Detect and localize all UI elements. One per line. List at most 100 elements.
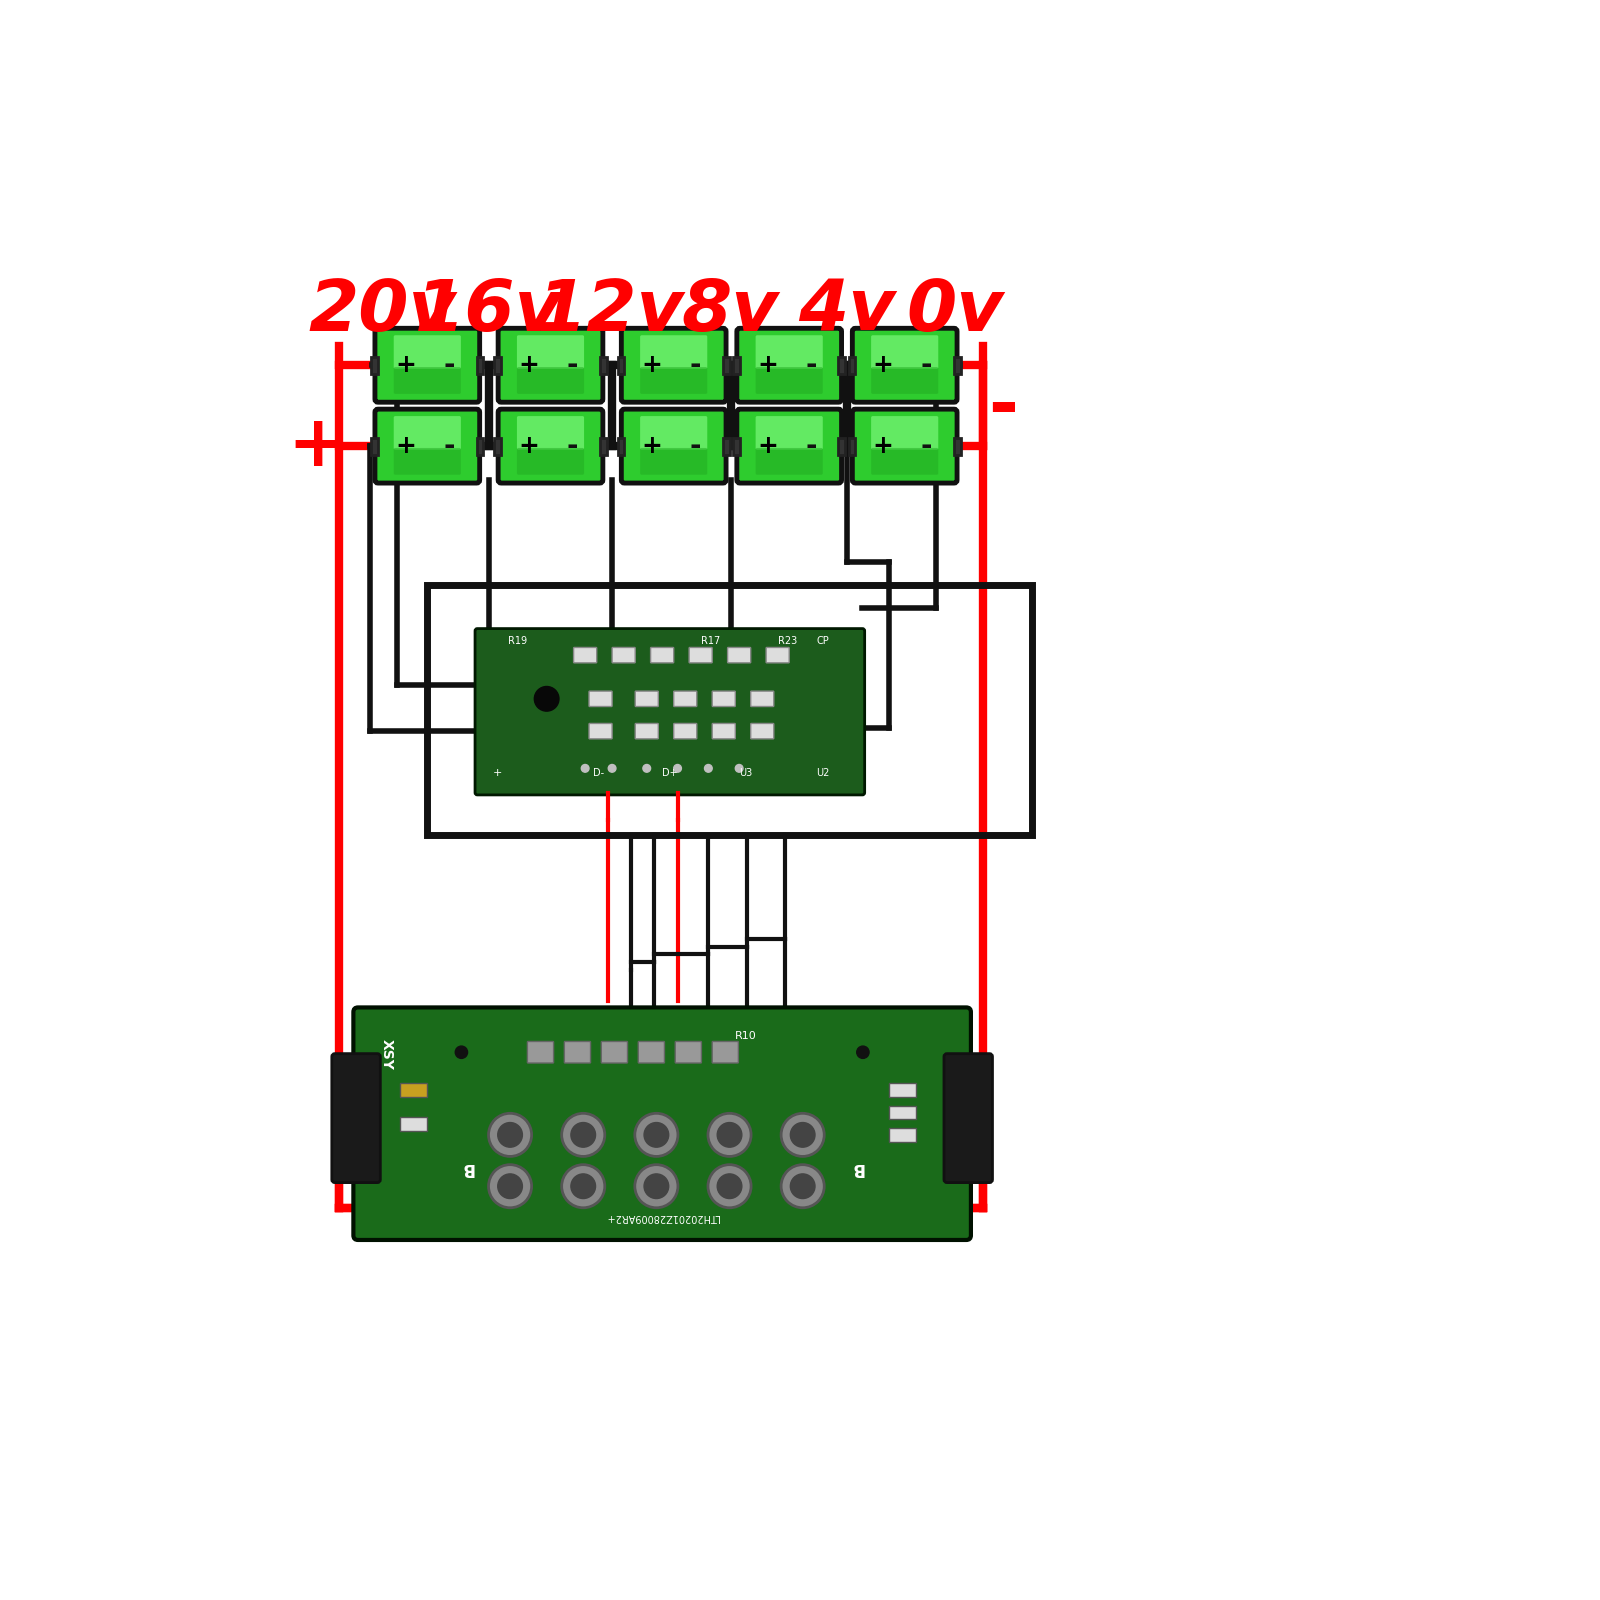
Text: D-: D- — [594, 768, 603, 779]
FancyBboxPatch shape — [712, 1042, 738, 1062]
Text: 20v: 20v — [309, 277, 456, 346]
FancyBboxPatch shape — [738, 328, 842, 402]
Circle shape — [498, 1174, 522, 1198]
Bar — [733, 438, 739, 454]
FancyBboxPatch shape — [766, 648, 789, 662]
FancyBboxPatch shape — [528, 1042, 554, 1062]
FancyBboxPatch shape — [394, 448, 461, 475]
Text: -: - — [920, 432, 933, 461]
FancyBboxPatch shape — [374, 328, 480, 402]
FancyBboxPatch shape — [870, 336, 938, 370]
FancyBboxPatch shape — [675, 1042, 701, 1062]
Text: -: - — [690, 432, 701, 461]
FancyBboxPatch shape — [517, 416, 584, 450]
Circle shape — [645, 1174, 669, 1198]
FancyBboxPatch shape — [755, 336, 822, 370]
Text: +: + — [395, 354, 416, 378]
Text: 12v: 12v — [536, 277, 685, 346]
FancyBboxPatch shape — [870, 448, 938, 475]
Circle shape — [498, 1123, 522, 1147]
FancyBboxPatch shape — [870, 366, 938, 394]
FancyBboxPatch shape — [517, 336, 584, 370]
Bar — [618, 357, 624, 374]
FancyBboxPatch shape — [374, 410, 480, 483]
Circle shape — [781, 1165, 824, 1208]
Text: 16v: 16v — [414, 277, 563, 346]
Circle shape — [456, 1046, 467, 1059]
FancyBboxPatch shape — [690, 648, 712, 662]
Circle shape — [643, 765, 651, 773]
Text: -: - — [443, 432, 454, 461]
Text: B: B — [461, 1158, 474, 1178]
Text: R23: R23 — [778, 635, 797, 646]
FancyBboxPatch shape — [635, 691, 658, 707]
Circle shape — [856, 1046, 869, 1059]
Bar — [733, 357, 739, 374]
Bar — [400, 1117, 427, 1131]
FancyBboxPatch shape — [750, 691, 774, 707]
FancyBboxPatch shape — [853, 328, 957, 402]
FancyBboxPatch shape — [565, 1042, 590, 1062]
Text: -: - — [443, 352, 454, 379]
Circle shape — [790, 1123, 814, 1147]
Bar — [427, 584, 1032, 835]
Bar — [848, 438, 856, 454]
Circle shape — [790, 1174, 814, 1198]
FancyBboxPatch shape — [498, 328, 603, 402]
Text: CP: CP — [816, 635, 829, 646]
Bar — [838, 438, 845, 454]
FancyBboxPatch shape — [635, 723, 658, 739]
Bar — [838, 357, 845, 374]
Bar — [494, 438, 501, 454]
Circle shape — [488, 1165, 531, 1208]
Bar — [954, 357, 962, 374]
FancyBboxPatch shape — [640, 416, 707, 450]
FancyBboxPatch shape — [517, 366, 584, 394]
Bar — [477, 357, 483, 374]
Text: 0v: 0v — [906, 277, 1003, 346]
Text: +: + — [288, 411, 349, 480]
Text: D+: D+ — [662, 768, 678, 779]
Circle shape — [736, 765, 742, 773]
Circle shape — [562, 1165, 605, 1208]
Text: -: - — [566, 432, 578, 461]
Circle shape — [717, 1174, 742, 1198]
Bar — [371, 438, 378, 454]
Text: U3: U3 — [739, 768, 752, 779]
FancyBboxPatch shape — [712, 691, 736, 707]
Text: 4v: 4v — [798, 277, 896, 346]
Bar — [600, 357, 606, 374]
Circle shape — [707, 1114, 750, 1157]
FancyBboxPatch shape — [755, 448, 822, 475]
Text: +: + — [493, 768, 502, 779]
FancyBboxPatch shape — [674, 691, 698, 707]
Text: R10: R10 — [734, 1030, 757, 1042]
Text: R19: R19 — [509, 635, 528, 646]
FancyBboxPatch shape — [602, 1042, 627, 1062]
Bar — [400, 1083, 427, 1098]
FancyBboxPatch shape — [755, 366, 822, 394]
FancyBboxPatch shape — [394, 336, 461, 370]
Bar — [723, 438, 730, 454]
FancyBboxPatch shape — [640, 366, 707, 394]
Text: R17: R17 — [701, 635, 720, 646]
Circle shape — [581, 765, 589, 773]
Text: +: + — [757, 434, 778, 458]
Bar — [618, 438, 624, 454]
Bar — [954, 438, 962, 454]
Circle shape — [488, 1114, 531, 1157]
Circle shape — [674, 765, 682, 773]
Circle shape — [571, 1123, 595, 1147]
FancyBboxPatch shape — [613, 648, 635, 662]
Bar — [600, 438, 606, 454]
FancyBboxPatch shape — [674, 723, 698, 739]
Text: U2: U2 — [816, 768, 829, 779]
FancyBboxPatch shape — [354, 1008, 971, 1240]
Text: -: - — [566, 352, 578, 379]
Bar — [890, 1128, 917, 1142]
Text: +: + — [642, 434, 662, 458]
FancyBboxPatch shape — [589, 723, 613, 739]
FancyBboxPatch shape — [944, 1054, 992, 1182]
Circle shape — [717, 1123, 742, 1147]
FancyBboxPatch shape — [517, 448, 584, 475]
